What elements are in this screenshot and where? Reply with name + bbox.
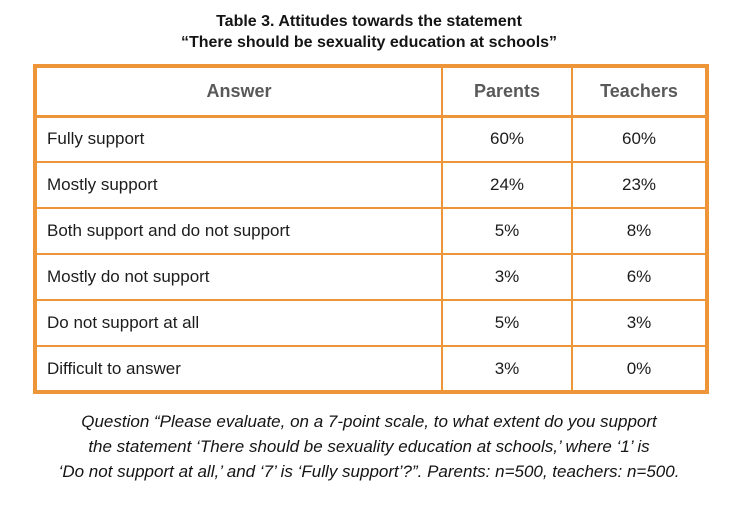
column-header-teachers: Teachers — [571, 65, 708, 118]
methodology-note: Question “Please evaluate, on a 7-point … — [0, 409, 738, 484]
parents-value-cell: 3% — [441, 253, 573, 301]
table-row: Mostly support 24% 23% — [34, 161, 708, 209]
table-row: Fully support 60% 60% — [34, 115, 708, 163]
column-header-answer: Answer — [34, 65, 443, 118]
table-row: Difficult to answer 3% 0% — [34, 345, 708, 393]
methodology-note-line1: Question “Please evaluate, on a 7-point … — [81, 412, 657, 431]
teachers-value-cell: 6% — [571, 253, 708, 301]
table-row: Both support and do not support 5% 8% — [34, 207, 708, 255]
table-row: Do not support at all 5% 3% — [34, 299, 708, 347]
answer-cell: Mostly do not support — [34, 253, 443, 301]
teachers-value-cell: 3% — [571, 299, 708, 347]
attitudes-table: Answer Parents Teachers Fully support 60… — [33, 64, 709, 394]
column-header-parents: Parents — [441, 65, 573, 118]
answer-cell: Both support and do not support — [34, 207, 443, 255]
table-row: Mostly do not support 3% 6% — [34, 253, 708, 301]
answer-cell: Fully support — [34, 115, 443, 163]
methodology-note-line2: the statement ‘There should be sexuality… — [88, 437, 650, 456]
parents-value-cell: 3% — [441, 345, 573, 393]
answer-cell: Do not support at all — [34, 299, 443, 347]
parents-value-cell: 60% — [441, 115, 573, 163]
answer-cell: Difficult to answer — [34, 345, 443, 393]
methodology-note-line3: ‘Do not support at all,’ and ‘7’ is ‘Ful… — [58, 462, 680, 481]
teachers-value-cell: 8% — [571, 207, 708, 255]
parents-value-cell: 5% — [441, 207, 573, 255]
answer-cell: Mostly support — [34, 161, 443, 209]
teachers-value-cell: 23% — [571, 161, 708, 209]
parents-value-cell: 5% — [441, 299, 573, 347]
teachers-value-cell: 0% — [571, 345, 708, 393]
header-row: Answer Parents Teachers — [34, 65, 708, 118]
parents-value-cell: 24% — [441, 161, 573, 209]
table-caption: Table 3. Attitudes towards the statement… — [0, 0, 738, 53]
table-caption-line1: Table 3. Attitudes towards the statement — [216, 13, 522, 30]
teachers-value-cell: 60% — [571, 115, 708, 163]
table-caption-line2: “There should be sexuality education at … — [180, 34, 558, 51]
